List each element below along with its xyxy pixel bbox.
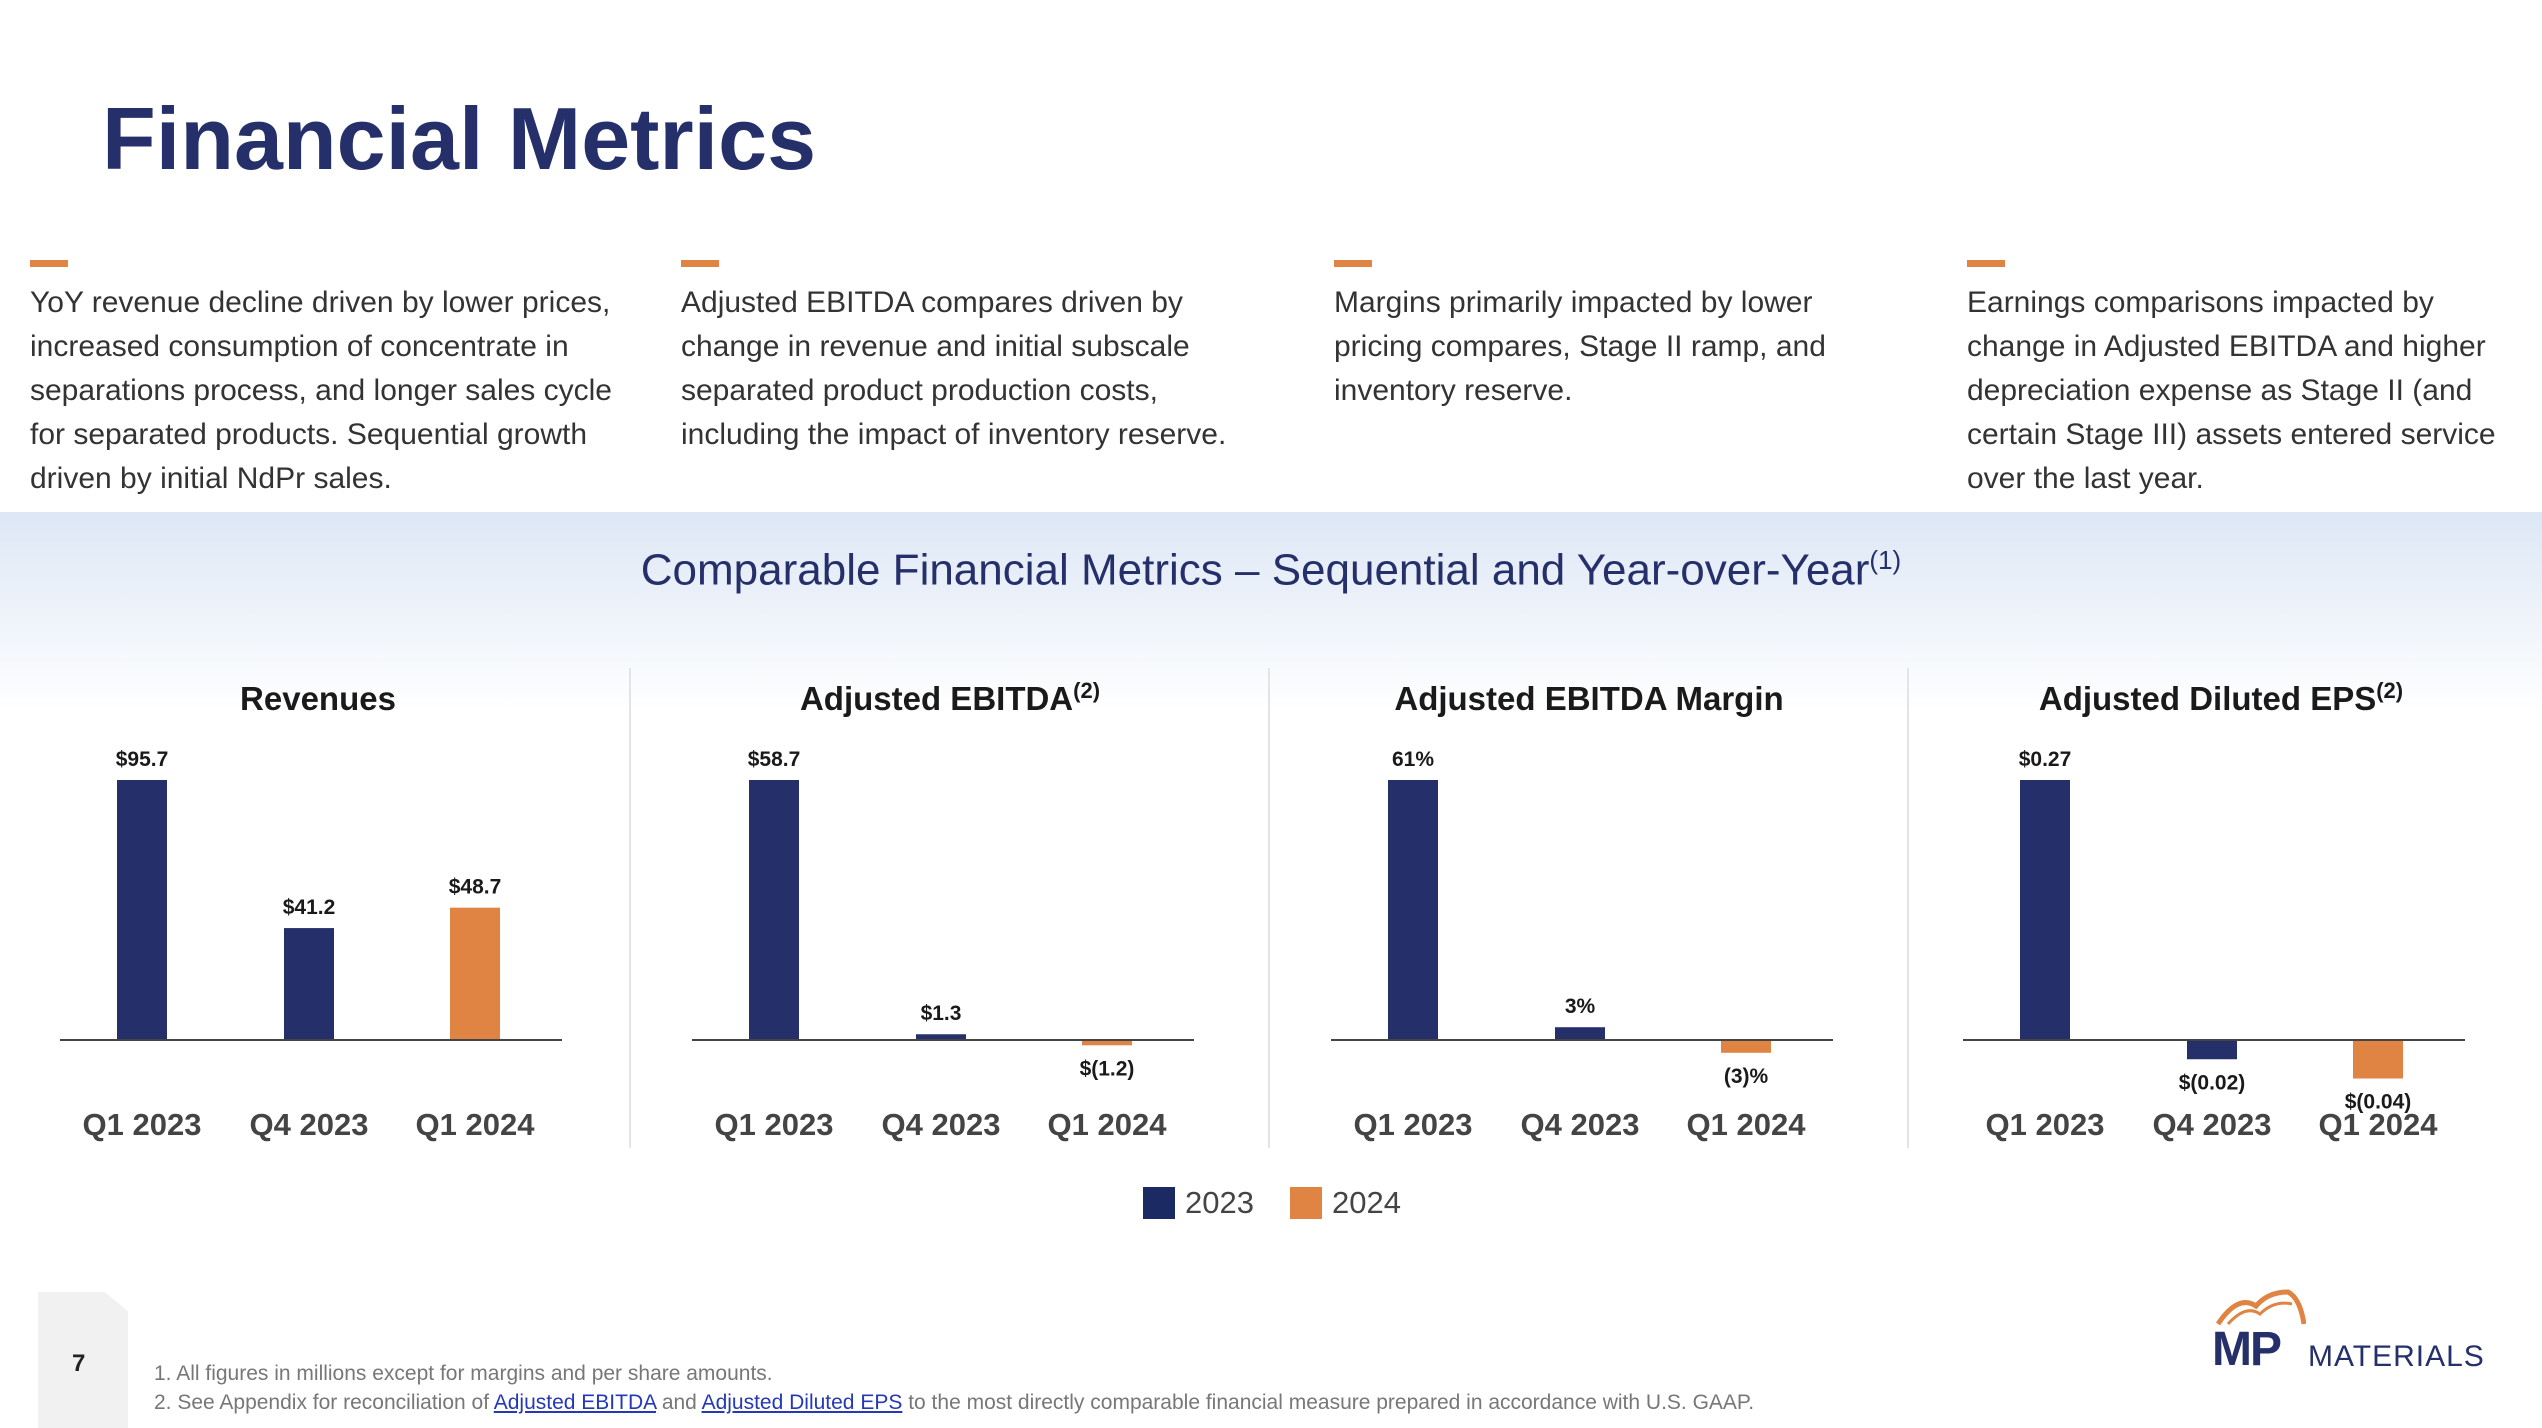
mp-materials-logo: MP MATERIALS	[2208, 1288, 2488, 1378]
category-tick-label: Q4 2023	[882, 1107, 1001, 1142]
category-tick-label: Q1 2023	[1354, 1107, 1473, 1142]
legend-swatch	[1143, 1187, 1175, 1219]
category-tick-label: Q4 2023	[250, 1107, 369, 1142]
chart-adjusted-diluted-eps: $0.27 Q1 2023 $(0.02) Q4 2023 $(0.04) Q1 2024…	[1903, 670, 2539, 1150]
callout-revenue: YoY revenue decline driven by lower pric…	[30, 260, 630, 501]
chart-plot: $95.7 Q1 2023 $41.2 Q4 2023 $48.7 Q1 2024	[60, 748, 562, 1142]
bar-q1-2024	[1082, 1040, 1132, 1046]
chart-title: Adjusted EBITDA(2)	[799, 678, 1101, 717]
page-number-tab	[38, 1292, 128, 1428]
callout-margin: Margins primarily impacted by lower pric…	[1334, 260, 1894, 413]
bar-q4-2023	[1555, 1027, 1605, 1040]
data-label: $48.7	[449, 876, 502, 899]
bar-q1-2024	[1721, 1040, 1771, 1053]
callout-text: YoY revenue decline driven by lower pric…	[30, 286, 612, 495]
chart-plot: $58.7 Q1 2023 $1.3 Q4 2023 $(1.2) Q1 2024	[692, 748, 1194, 1142]
subtitle-footnote-ref: (1)	[1869, 545, 1902, 575]
chart-divider	[1268, 668, 1270, 1148]
logo-mountain-icon	[2216, 1289, 2306, 1326]
callout-eps: Earnings comparisons impacted by change …	[1967, 260, 2527, 501]
data-label: $95.7	[116, 748, 169, 771]
legend-swatch	[1290, 1187, 1322, 1219]
bar-q4-2023	[2187, 1040, 2237, 1060]
category-tick-label: Q1 2024	[416, 1107, 536, 1142]
category-tick-label: Q1 2024	[1048, 1107, 1168, 1142]
data-label: $(1.2)	[1080, 1057, 1135, 1080]
bar-q1-2023	[749, 780, 799, 1040]
callout-text: Margins primarily impacted by lower pric…	[1334, 286, 1826, 407]
bar-q1-2024	[2353, 1040, 2403, 1079]
chart-revenues: $95.7 Q1 2023 $41.2 Q4 2023 $48.7 Q1 2024 Rev…	[0, 670, 636, 1150]
chart-title: Revenues	[240, 680, 396, 717]
category-tick-label: Q4 2023	[1521, 1107, 1640, 1142]
chart-title: Adjusted EBITDA Margin	[1394, 680, 1784, 717]
data-label: $41.2	[283, 896, 336, 919]
data-label: $58.7	[748, 748, 801, 771]
data-label: $0.27	[2019, 748, 2072, 771]
bar-q4-2023	[284, 928, 334, 1040]
category-tick-label: Q1 2023	[1986, 1107, 2105, 1142]
legend-label: 2023	[1185, 1185, 1254, 1220]
logo-mark: MP	[2212, 1323, 2282, 1376]
section-band	[0, 512, 2542, 712]
chart-adjusted-ebitda-margin: 61% Q1 2023 3% Q4 2023 (3)% Q1 2024 Adjusted …	[1271, 670, 1907, 1150]
data-label: $(0.02)	[2179, 1071, 2246, 1094]
adjusted-diluted-eps-link[interactable]: Adjusted Diluted EPS	[701, 1391, 903, 1414]
category-tick-label: Q4 2023	[2153, 1107, 2272, 1142]
chart-divider	[1907, 668, 1909, 1148]
chart-divider	[629, 668, 631, 1148]
category-tick-label: Q1 2023	[715, 1107, 834, 1142]
footnote-2: 2. See Appendix for reconciliation of Ad…	[154, 1391, 1755, 1414]
category-tick-label: Q1 2024	[2319, 1107, 2439, 1142]
category-tick-label: Q1 2023	[83, 1107, 202, 1142]
accent-dash	[30, 260, 68, 267]
callout-text: Adjusted EBITDA compares driven by chang…	[681, 286, 1227, 451]
subtitle-text: Comparable Financial Metrics – Sequentia…	[640, 545, 1870, 595]
bar-q1-2024	[450, 907, 500, 1040]
page-number: 7	[72, 1350, 86, 1377]
footnote-1: 1. All figures in millions except for ma…	[154, 1362, 773, 1385]
chart-adjusted-ebitda: $58.7 Q1 2023 $1.3 Q4 2023 $(1.2) Q1 2024 Adj…	[632, 670, 1268, 1150]
data-label: 61%	[1392, 748, 1434, 771]
callout-text: Earnings comparisons impacted by change …	[1967, 286, 2496, 495]
bar-q4-2023	[916, 1034, 966, 1040]
accent-dash	[1967, 260, 2005, 267]
accent-dash	[1334, 260, 1372, 267]
section-subtitle: Comparable Financial Metrics – Sequentia…	[0, 545, 2542, 596]
page-title: Financial Metrics	[102, 89, 817, 188]
data-label: $(0.04)	[2345, 1091, 2412, 1114]
logo-wordmark: MATERIALS	[2308, 1340, 2485, 1373]
chart-plot: 61% Q1 2023 3% Q4 2023 (3)% Q1 2024	[1331, 748, 1833, 1142]
bar-q1-2023	[2020, 780, 2070, 1040]
accent-dash	[681, 260, 719, 267]
category-tick-label: Q1 2024	[1687, 1107, 1807, 1142]
callout-ebitda: Adjusted EBITDA compares driven by chang…	[681, 260, 1281, 457]
chart-title: Adjusted Diluted EPS(2)	[2038, 678, 2404, 717]
bar-q1-2023	[117, 780, 167, 1040]
bar-q1-2023	[1388, 780, 1438, 1040]
chart-plot: $0.27 Q1 2023 $(0.02) Q4 2023 $(0.04)Q1 2024	[1963, 748, 2465, 1142]
legend-label: 2024	[1332, 1185, 1401, 1220]
data-label: $1.3	[921, 1002, 962, 1025]
data-label: (3)%	[1724, 1065, 1769, 1088]
data-label: 3%	[1565, 995, 1596, 1018]
adjusted-ebitda-link[interactable]: Adjusted EBITDA	[493, 1391, 656, 1414]
